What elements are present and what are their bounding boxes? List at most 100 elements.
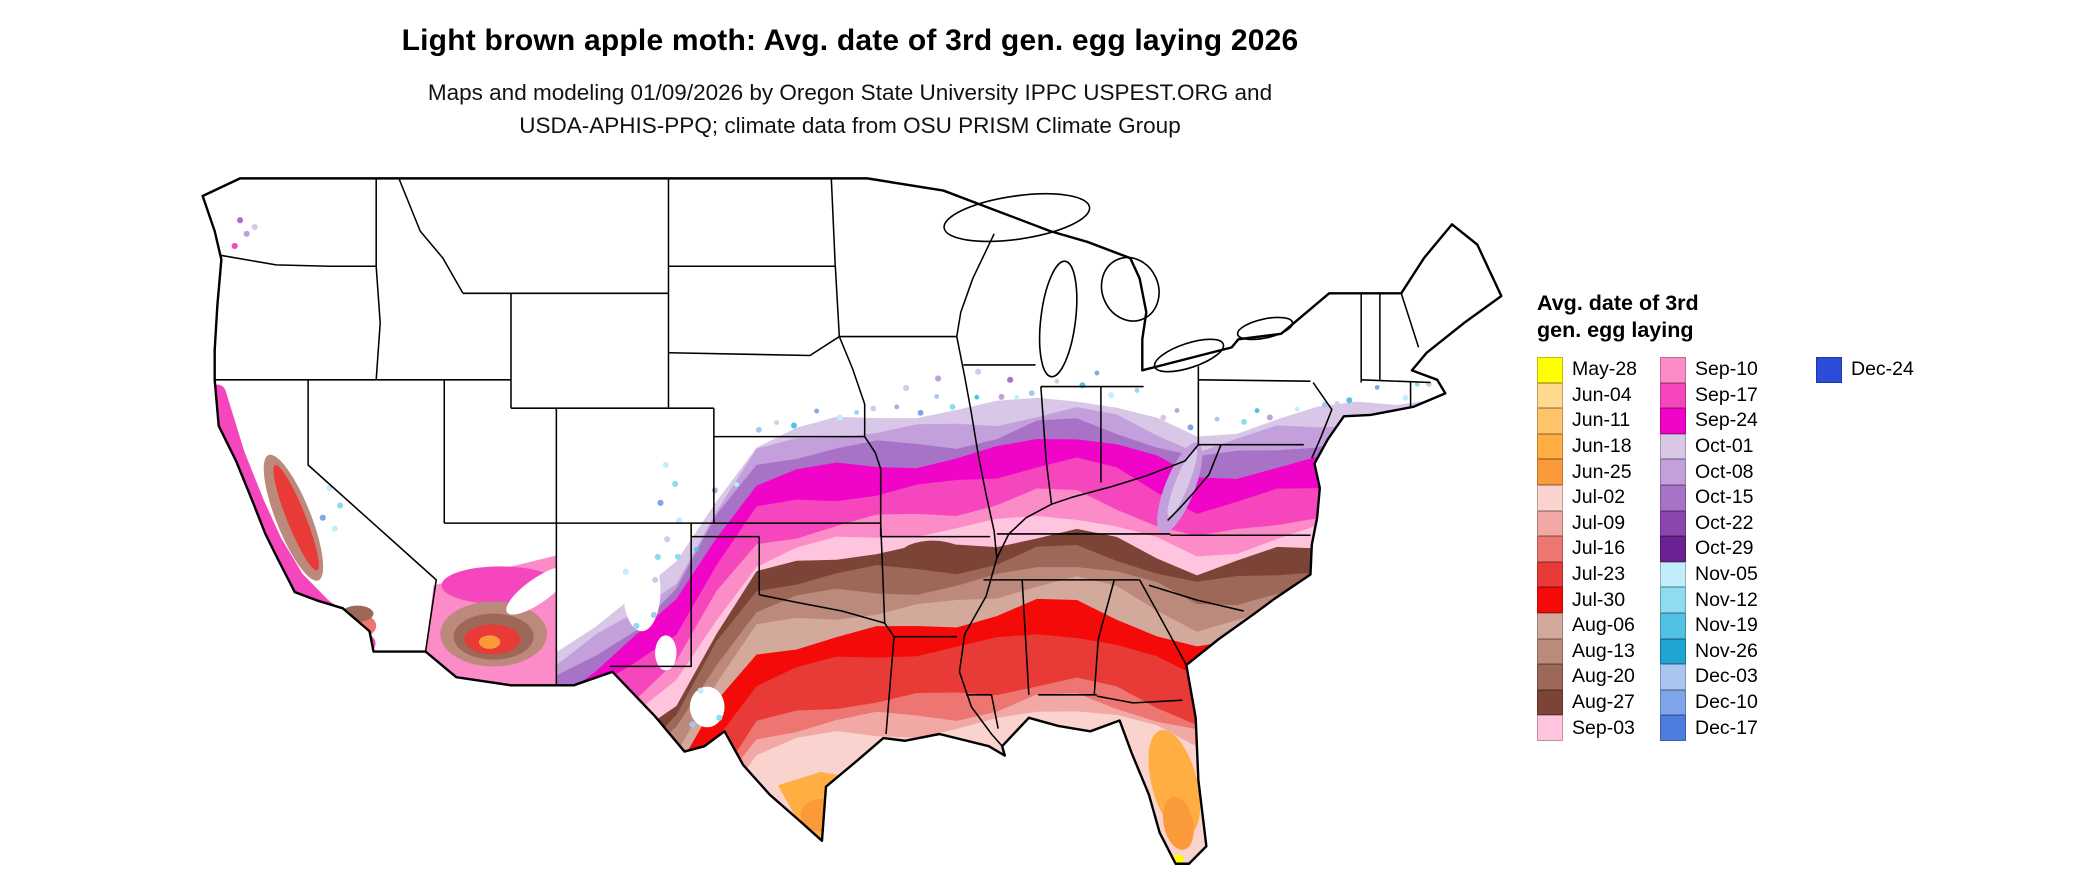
legend-entry-label: Jul-23 (1572, 563, 1626, 586)
legend-swatch (1660, 561, 1686, 588)
legend-swatch (1660, 536, 1686, 562)
legend-entry-label: Dec-24 (1851, 358, 1914, 381)
legend-entry: May-28 (1537, 357, 1660, 383)
legend-entry: Jul-09 (1537, 510, 1660, 537)
legend-swatch (1537, 357, 1563, 383)
legend-swatch (1660, 612, 1686, 639)
legend-entry-label: Sep-24 (1695, 409, 1758, 432)
legend-entry-label: Dec-10 (1695, 691, 1758, 714)
legend-swatch (1660, 664, 1686, 690)
subtitle: Maps and modeling 01/09/2026 by Oregon S… (0, 76, 1700, 142)
legend-swatch (1537, 484, 1563, 511)
legend-swatch (1660, 484, 1686, 511)
legend-swatch (1537, 638, 1563, 665)
legend-entry: Oct-01 (1660, 433, 1816, 460)
legend-swatch (1660, 587, 1686, 613)
legend-entry-label: Oct-22 (1695, 511, 1754, 534)
legend-entry: Sep-03 (1537, 715, 1660, 741)
legend-entry: Oct-15 (1660, 484, 1816, 511)
legend-entry: Nov-26 (1660, 638, 1816, 665)
legend-entry: Nov-12 (1660, 587, 1816, 613)
legend-entry-label: Jun-18 (1572, 435, 1632, 458)
subtitle-line-2: USDA-APHIS-PPQ; climate data from OSU PR… (519, 113, 1181, 138)
legend-entry-label: Oct-08 (1695, 460, 1754, 483)
legend-entry-label: Jul-09 (1572, 511, 1626, 534)
page-title: Light brown apple moth: Avg. date of 3rd… (401, 24, 1299, 57)
legend-entry: Oct-29 (1660, 536, 1816, 562)
legend-entry: Sep-17 (1660, 382, 1816, 409)
legend-entry-label: Jul-30 (1572, 588, 1626, 611)
legend-entry: Sep-10 (1660, 357, 1816, 383)
legend-entry-label: Oct-15 (1695, 486, 1754, 509)
legend-entry: Jun-11 (1537, 408, 1660, 434)
legend-entry-label: Jun-25 (1572, 460, 1632, 483)
legend-swatch (1660, 689, 1686, 716)
legend-entry: Nov-19 (1660, 612, 1816, 639)
legend-title: Avg. date of 3rd gen. egg laying (1537, 291, 1699, 342)
legend-entry-label: Aug-06 (1572, 614, 1635, 637)
florida-gradient (1148, 730, 1201, 864)
legend-swatch (1537, 689, 1563, 716)
legend-entry-label: Jul-02 (1572, 486, 1626, 509)
legend: Avg. date of 3rd gen. egg laying May-28 J… (1537, 290, 2097, 741)
legend-entry: Aug-27 (1537, 689, 1660, 716)
east-features (900, 442, 1203, 568)
legend-entry-label: Nov-26 (1695, 639, 1758, 662)
legend-entry-label: Aug-27 (1572, 691, 1635, 714)
legend-entry: Dec-03 (1660, 664, 1816, 690)
legend-entry-label: Sep-17 (1695, 383, 1758, 406)
legend-swatch (1537, 715, 1563, 741)
legend-entry-label: Nov-05 (1695, 563, 1758, 586)
legend-swatch (1537, 612, 1563, 639)
legend-swatch (1816, 357, 1842, 383)
legend-entry-label: Aug-20 (1572, 665, 1635, 688)
legend-swatch (1660, 715, 1686, 741)
us-outline (201, 177, 1503, 865)
legend-entry: Jul-23 (1537, 561, 1660, 588)
legend-entry-label: Dec-03 (1695, 665, 1758, 688)
legend-entry: Aug-20 (1537, 664, 1660, 690)
legend-entry-label: May-28 (1572, 358, 1638, 381)
legend-swatch (1537, 587, 1563, 613)
legend-entry-label: Aug-13 (1572, 639, 1635, 662)
legend-column-1: May-28 Jun-04 Jun-11 Jun-18 Jun-25 Jul-02 Jul-… (1537, 357, 1660, 741)
legend-swatch (1660, 433, 1686, 460)
legend-entry: Nov-05 (1660, 561, 1816, 588)
legend-entry: Oct-08 (1660, 459, 1816, 485)
legend-entry: Sep-24 (1660, 408, 1816, 434)
legend-column-3: Dec-24 (1816, 357, 1914, 383)
legend-swatch (1537, 536, 1563, 562)
legend-swatch (1537, 510, 1563, 537)
legend-entry: Aug-13 (1537, 638, 1660, 665)
legend-swatch (1660, 357, 1686, 383)
legend-entry: Dec-17 (1660, 715, 1816, 741)
legend-swatch (1660, 459, 1686, 485)
legend-columns: May-28 Jun-04 Jun-11 Jun-18 Jun-25 Jul-02 Jul-… (1537, 357, 2097, 741)
legend-entry-label: Oct-29 (1695, 537, 1754, 560)
legend-entry: Jul-30 (1537, 587, 1660, 613)
legend-entry-label: Jul-16 (1572, 537, 1626, 560)
legend-entry: Jun-18 (1537, 433, 1660, 460)
legend-entry-label: Sep-03 (1572, 716, 1635, 739)
state-borders (214, 178, 1431, 747)
us-map (196, 150, 1504, 880)
us-map-svg (201, 177, 1503, 865)
legend-column-2: Sep-10 Sep-17 Sep-24 Oct-01 Oct-08 Oct-15 Oct-… (1660, 357, 1816, 741)
legend-entry: Jun-25 (1537, 459, 1660, 485)
legend-entry-label: Sep-10 (1695, 358, 1758, 381)
legend-swatch (1537, 664, 1563, 690)
legend-entry: Jun-04 (1537, 382, 1660, 409)
legend-swatch (1660, 382, 1686, 409)
legend-entry-label: Dec-17 (1695, 716, 1758, 739)
legend-entry-label: Oct-01 (1695, 435, 1754, 458)
legend-swatch (1660, 638, 1686, 665)
legend-entry: Dec-24 (1816, 357, 1914, 383)
legend-entry: Jul-02 (1537, 484, 1660, 511)
legend-entry: Dec-10 (1660, 689, 1816, 716)
legend-entry-label: Nov-12 (1695, 588, 1758, 611)
legend-swatch (1537, 382, 1563, 409)
legend-entry: Oct-22 (1660, 510, 1816, 537)
legend-swatch (1537, 408, 1563, 434)
subtitle-line-1: Maps and modeling 01/09/2026 by Oregon S… (427, 80, 1273, 105)
legend-swatch (1660, 510, 1686, 537)
